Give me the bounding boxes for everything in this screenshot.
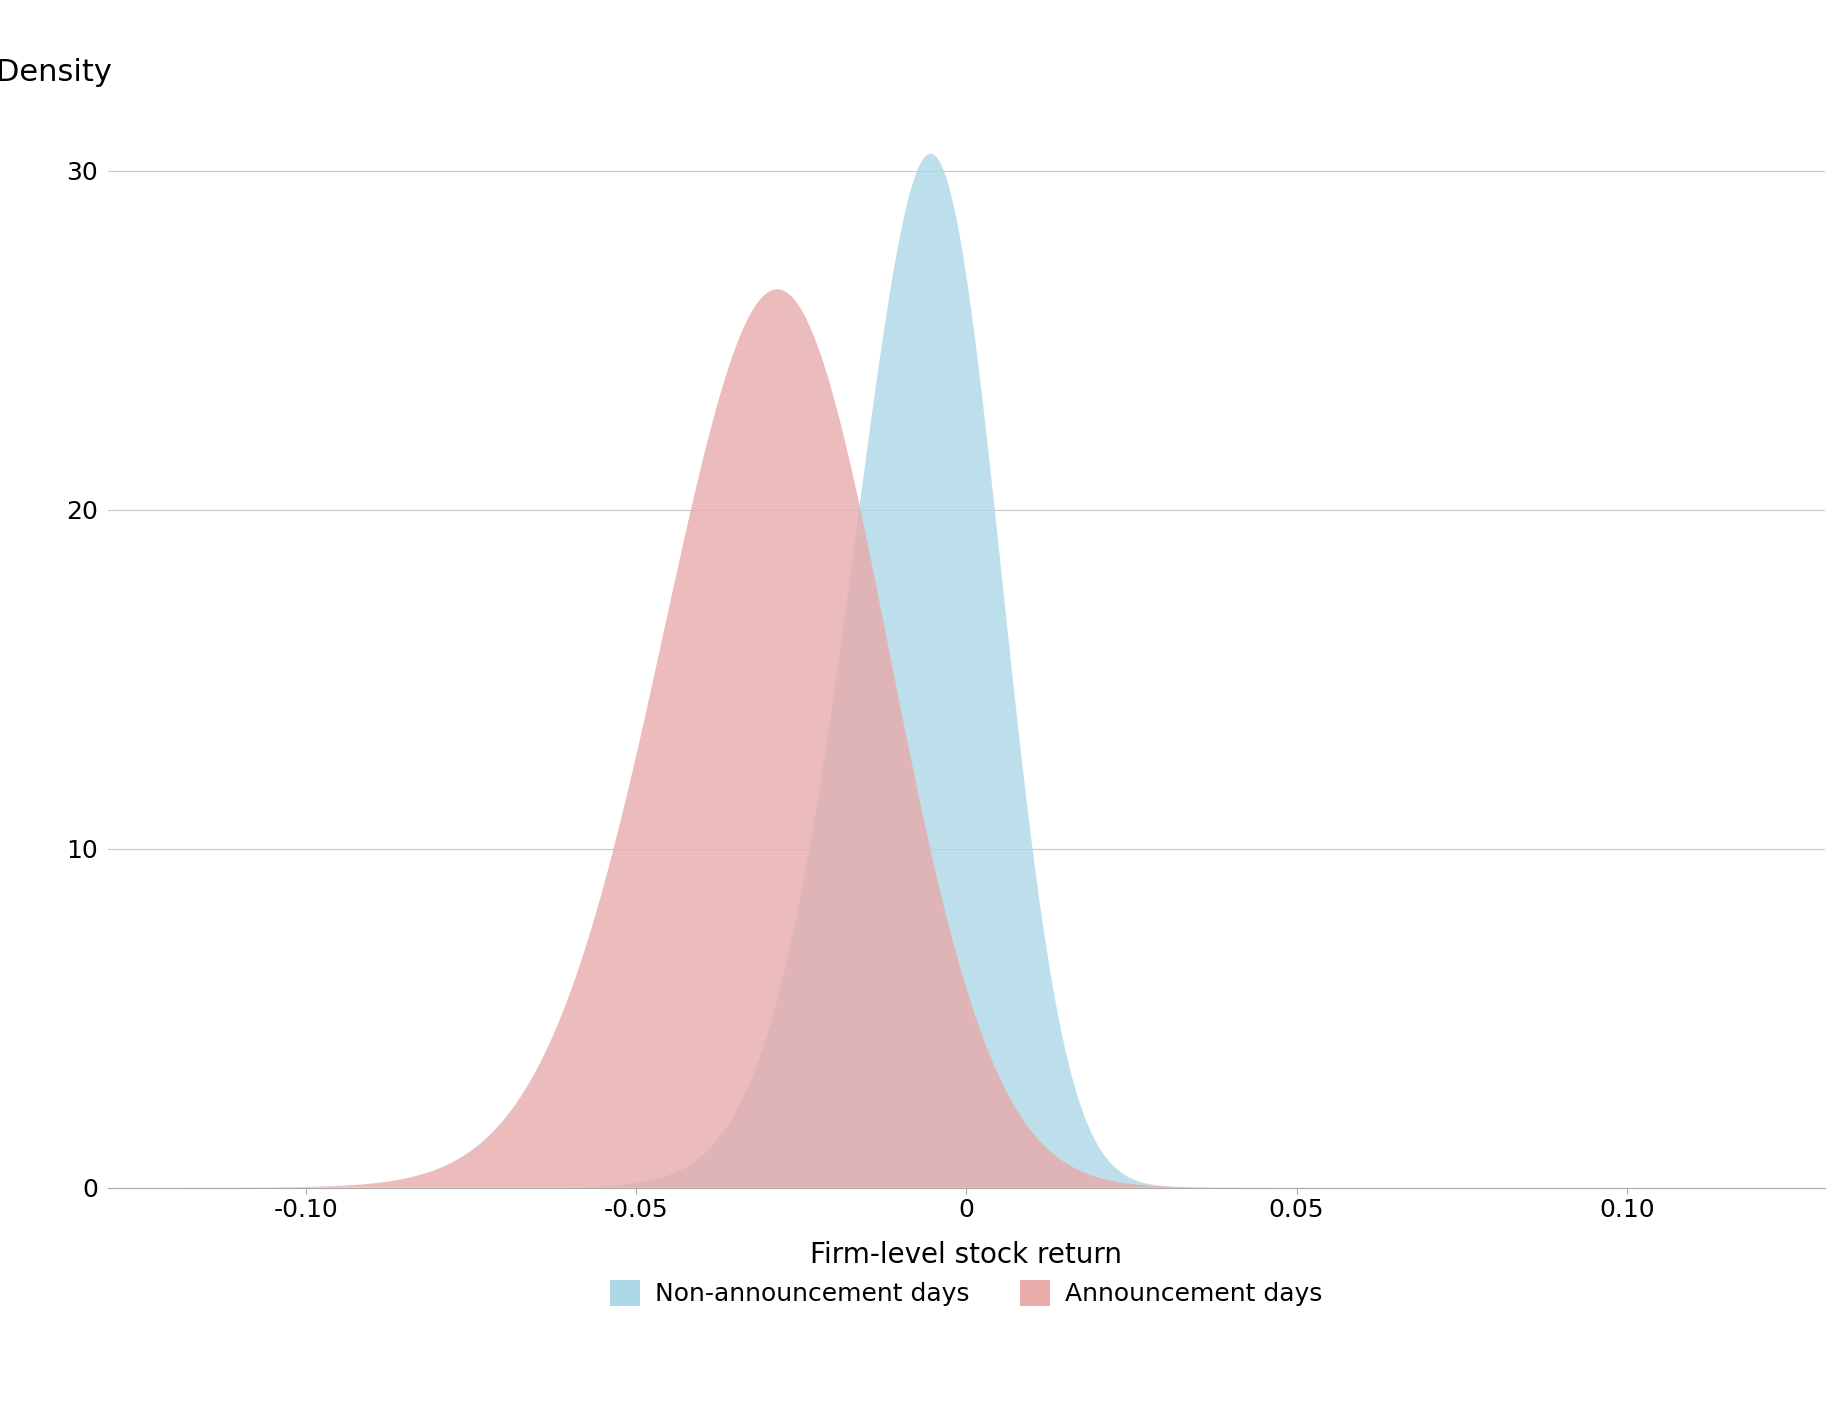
Legend: Non-announcement days, Announcement days: Non-announcement days, Announcement days: [600, 1270, 1331, 1316]
Text: Density: Density: [0, 58, 112, 86]
X-axis label: Firm-level stock return: Firm-level stock return: [809, 1241, 1122, 1270]
